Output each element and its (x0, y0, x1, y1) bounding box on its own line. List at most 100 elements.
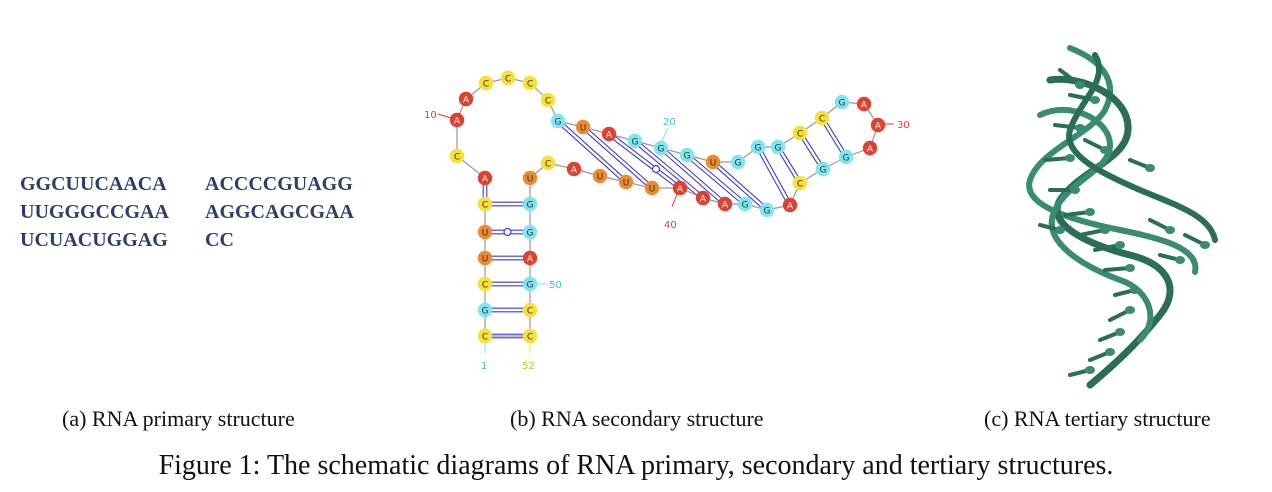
base-knob (1055, 226, 1065, 234)
sequence-block: ACCCCGUAGG (205, 173, 353, 195)
nucleotide-C: C (449, 148, 465, 164)
nucleotide-A: A (672, 180, 688, 196)
base-knob (1090, 96, 1100, 104)
base-pair-bond (581, 127, 652, 190)
nucleotide-G: G (750, 139, 766, 155)
tertiary-structure-image (1026, 45, 1218, 389)
base-pair-bond (759, 145, 793, 205)
base-pair-bond (823, 116, 849, 157)
backbone-ribbon (1066, 52, 1218, 243)
backbone-ribbon (1026, 45, 1199, 275)
svg-text:U: U (527, 174, 534, 184)
sequence-row: GGCUUCAACA ACCCCGUAGG (20, 170, 420, 198)
sequence-block: AGGCAGCGAA (205, 201, 354, 223)
position-label-10: 10 (424, 110, 437, 121)
nucleotide-G: G (730, 154, 746, 170)
position-label-50: 50 (549, 280, 562, 291)
base-knob (1115, 241, 1125, 249)
nucleotide-A: A (601, 126, 617, 142)
nucleotide-A: A (477, 170, 493, 186)
nucleotide-C: C (540, 155, 556, 171)
nucleotide-A: A (782, 197, 798, 213)
nucleotide-C: C (540, 92, 556, 108)
base-knob (1145, 164, 1155, 172)
caption-primary: (a) RNA primary structure (62, 406, 295, 431)
base-knob (1130, 286, 1140, 294)
base-pair-bond (775, 147, 799, 185)
svg-text:G: G (755, 143, 762, 153)
nucleotide-G: G (627, 133, 643, 149)
nucleotide-C: C (792, 175, 808, 191)
nucleotide-U: U (592, 168, 608, 184)
nucleotide-A: A (862, 140, 878, 156)
nucleotide-G: G (759, 202, 775, 218)
base-knob (1065, 154, 1075, 162)
base-pair-bond (609, 132, 682, 188)
base-pair-bond (713, 160, 769, 210)
nucleotide-A: A (522, 250, 538, 266)
backbone-ribbon (1046, 75, 1174, 389)
svg-text:C: C (797, 179, 803, 189)
base-pair-bond (755, 147, 789, 207)
base-pair-bonds (482, 116, 849, 339)
sequence-row: UUGGGCCGAA AGGCAGCGAA (20, 198, 420, 226)
base-pair-bond (779, 145, 803, 183)
base-knob (1075, 81, 1085, 89)
position-labels: 10 20 30 40 50 1 52 (424, 110, 910, 372)
position-label-52: 52 (522, 361, 535, 372)
svg-text:U: U (482, 228, 489, 238)
svg-text:C: C (482, 280, 488, 290)
svg-text:C: C (483, 79, 489, 89)
nucleotide-A: A (717, 196, 733, 212)
svg-text:U: U (597, 172, 604, 182)
svg-text:A: A (463, 95, 470, 105)
nucleotide-U: U (618, 174, 634, 190)
base-knob (1125, 306, 1135, 314)
base-pair-bond (661, 146, 727, 204)
nucleotide-G: G (522, 196, 538, 212)
nucleotide-A: A (458, 91, 474, 107)
nucleotide-A: A (870, 117, 886, 133)
nucleotide-G: G (737, 196, 753, 212)
nucleotide-U: U (575, 119, 591, 135)
base-knob (1100, 146, 1110, 154)
base-knob (1200, 241, 1210, 249)
svg-text:G: G (658, 144, 665, 154)
nucleotide-C: C (522, 75, 538, 91)
nucleotide-G: G (815, 161, 831, 177)
svg-text:A: A (454, 116, 461, 126)
sequence-block: UUGGGCCGAA (20, 201, 169, 223)
svg-text:U: U (649, 184, 656, 194)
wobble-pair-marker (503, 227, 512, 237)
nucleotide-C: C (477, 196, 493, 212)
base-knob (1100, 226, 1110, 234)
svg-text:G: G (820, 165, 827, 175)
nucleotide-C: C (522, 328, 538, 344)
svg-text:C: C (545, 159, 551, 169)
position-label-1: 1 (481, 361, 487, 372)
svg-text:C: C (454, 152, 460, 162)
svg-text:A: A (875, 121, 882, 131)
nucleotide-A: A (695, 190, 711, 206)
svg-text:G: G (527, 200, 534, 210)
nucleotide-C: C (477, 276, 493, 292)
nucleotide-G: G (522, 224, 538, 240)
svg-text:A: A (606, 130, 613, 140)
nucleotide-G: G (770, 139, 786, 155)
caption-secondary: (b) RNA secondary structure (510, 406, 764, 431)
svg-text:C: C (527, 306, 533, 316)
base-pair-bond (558, 119, 628, 182)
svg-text:G: G (482, 306, 489, 316)
svg-text:A: A (527, 254, 534, 264)
nucleotide-U: U (705, 154, 721, 170)
nucleotide-G: G (477, 302, 493, 318)
nucleotide-C: C (814, 110, 830, 126)
nucleotide-G: G (838, 149, 854, 165)
svg-text:G: G (764, 206, 771, 216)
nucleotide-C: C (477, 328, 493, 344)
nucleotides: A C A A C C C C G U A G G G U G G G C C G A A A G G C A G G A A A U U U A C U G… (449, 70, 886, 344)
base-pair-bond (633, 141, 703, 200)
svg-text:U: U (710, 158, 717, 168)
svg-text:A: A (482, 174, 489, 184)
base-knob (1165, 226, 1175, 234)
